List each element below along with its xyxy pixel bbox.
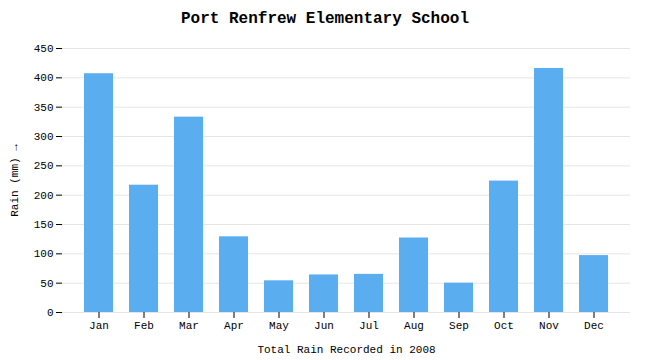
svg-text:Mar: Mar [179,320,199,332]
svg-text:350: 350 [34,102,54,114]
svg-text:200: 200 [34,190,54,202]
svg-text:Jul: Jul [359,320,379,332]
svg-text:250: 250 [34,160,54,172]
svg-text:Dec: Dec [584,320,604,332]
svg-text:Rain (mm) →: Rain (mm) → [9,144,21,217]
html-text:Port Renfrew Elementary School: Port Renfrew Elementary School [181,10,469,28]
svg-text:Sep: Sep [449,320,469,332]
svg-text:300: 300 [34,131,54,143]
svg-text:Nov: Nov [539,320,559,332]
svg-text:Total Rain Recorded in 2008: Total Rain Recorded in 2008 [257,344,435,356]
svg-text:Jan: Jan [89,320,109,332]
svg-text:Oct: Oct [494,320,514,332]
svg-text:0: 0 [47,307,54,319]
svg-text:Aug: Aug [404,320,424,332]
svg-text:Apr: Apr [224,320,244,332]
svg-text:Feb: Feb [134,320,154,332]
svg-text:100: 100 [34,248,54,260]
svg-text:May: May [269,320,289,332]
svg-text:50: 50 [40,278,53,290]
svg-text:150: 150 [34,219,54,231]
svg-text:450: 450 [34,43,54,55]
svg-text:400: 400 [34,72,54,84]
svg-text:Jun: Jun [314,320,334,332]
